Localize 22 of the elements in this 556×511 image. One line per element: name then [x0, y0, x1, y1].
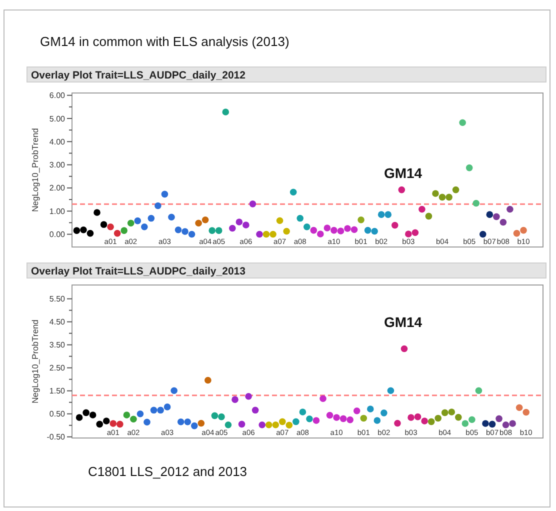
- y-tick-label: 1.00: [49, 206, 66, 216]
- y-tick-label: 2.00: [49, 184, 66, 193]
- y-tick-label: 1.50: [49, 386, 66, 396]
- y-axis-title: NegLog10_ProbTrend: [30, 319, 40, 404]
- annotation: GM14: [384, 165, 422, 181]
- y-tick-label: 5.50: [49, 294, 66, 304]
- y-tick-label: 0.50: [49, 410, 66, 419]
- y-tick-label: -0.50: [46, 432, 66, 442]
- y-axis-title: NegLog10_ProbTrend: [30, 128, 40, 212]
- y-tick-label: 4.50: [49, 318, 66, 327]
- y-tick-label: 3.00: [49, 160, 66, 170]
- chart-title: Overlay Plot Trait=LLS_AUDPC_daily_2012: [31, 70, 246, 82]
- y-tick-label: 2.50: [49, 364, 66, 373]
- y-tick-label: 3.50: [49, 340, 66, 350]
- annotation: GM14: [384, 314, 422, 330]
- text: C1801 LLS_2012 and 2013: [88, 464, 248, 479]
- y-tick-label: 4.00: [49, 137, 66, 146]
- chart-title: Overlay Plot Trait=LLS_AUDPC_daily_2013: [31, 266, 246, 278]
- y-tick-label: 6.00: [49, 91, 66, 100]
- text: GM14 in common with ELS analysis (2013): [40, 34, 290, 49]
- y-tick-label: 0.00: [49, 230, 66, 240]
- y-tick-label: 5.00: [49, 114, 66, 124]
